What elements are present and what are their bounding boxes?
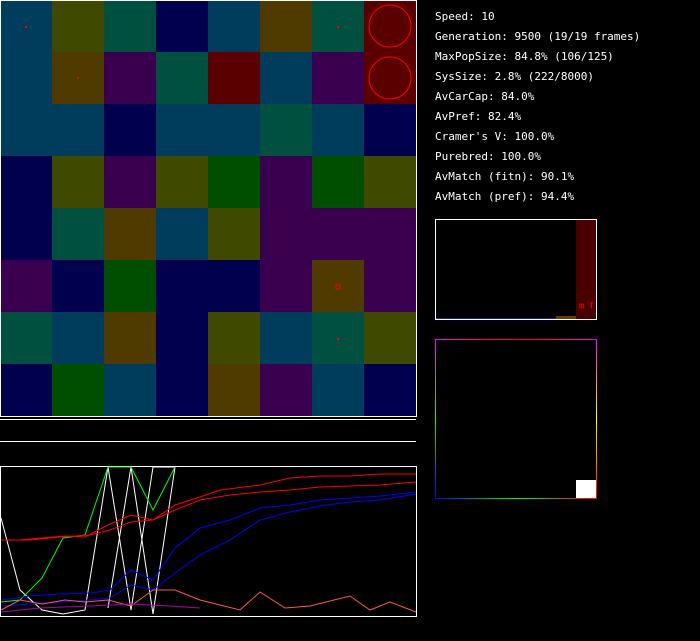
color-map-border [436,339,596,340]
grid-cell [260,260,312,312]
grid-cell [156,0,208,52]
histogram-bar [576,220,596,319]
graph-line [1,481,417,541]
stat-line: Generation: 9500 (19/19 frames) [435,30,640,43]
grid-cell [0,312,52,364]
grid-cell [364,364,416,416]
grid-cell [312,208,364,260]
grid-cell [104,364,156,416]
agent-circle [368,4,412,48]
grid-cell [260,312,312,364]
grid-cell [0,104,52,156]
histogram-label: m [579,302,584,312]
grid-cell [0,156,52,208]
agent-dot [337,338,339,340]
grid-cell [104,52,156,104]
graph-lines [0,466,417,615]
grid-cell [364,0,416,52]
grid-cell [208,312,260,364]
grid-cell [364,208,416,260]
grid-cell [208,0,260,52]
world-grid [0,0,416,416]
grid-cell [156,364,208,416]
grid-cell [104,208,156,260]
grid-cell [52,208,104,260]
history-graph [0,466,417,617]
grid-cell [156,260,208,312]
grid-cell [52,364,104,416]
stat-line: AvMatch (pref): 94.4% [435,190,574,203]
grid-cell [364,312,416,364]
grid-cell [52,0,104,52]
grid-cell [208,260,260,312]
grid-cell [312,260,364,312]
grid-cell [104,104,156,156]
agent-dot [335,284,341,290]
grid-cell [0,260,52,312]
grid-cell [156,208,208,260]
grid-cell [104,260,156,312]
grid-cell [312,52,364,104]
grid-cell [364,260,416,312]
stat-line: Speed: 10 [435,10,495,23]
grid-cell [52,312,104,364]
color-map-border [435,339,436,499]
grid-cell [156,312,208,364]
grid-cell [364,52,416,104]
grid-cell [260,52,312,104]
histogram-label: f [589,302,594,312]
agent-dot [25,26,27,28]
color-map-point [576,480,596,498]
graph-line [0,603,201,613]
agent-dot [337,26,339,28]
grid-cell [312,104,364,156]
histogram-bar [556,316,576,319]
agent-dot [77,77,79,79]
grid-cell [0,208,52,260]
grid-cell [312,156,364,208]
stat-line: AvCarCap: 84.0% [435,90,535,103]
stat-line: AvPref: 82.4% [435,110,521,123]
color-map-border [596,339,597,499]
color-map-border [436,498,596,499]
grid-cell [208,364,260,416]
stat-line: AvMatch (fitn): 90.1% [435,170,574,183]
grid-cell [0,364,52,416]
grid-cell [104,312,156,364]
grid-cell [208,52,260,104]
grid-cell [52,260,104,312]
grid-cell [156,52,208,104]
grid-cell [260,156,312,208]
grid-cell [104,156,156,208]
graph-line [0,491,417,601]
stat-line: Cramer's V: 100.0% [435,130,555,143]
grid-cell [156,156,208,208]
grid-cell [52,104,104,156]
grid-cell [260,208,312,260]
grid-cell [260,104,312,156]
grid-cell [208,208,260,260]
grid-cell [52,156,104,208]
stats-panel: Speed: 10 Generation: 9500 (19/19 frames)… [435,10,640,203]
grid-cell [104,0,156,52]
grid-cell [260,0,312,52]
grid-cell [156,104,208,156]
agent-circle [368,56,412,100]
grid-cell [364,156,416,208]
grid-border [0,0,417,417]
grid-cell [260,364,312,416]
grid-cell [312,364,364,416]
stat-line: Purebred: 100.0% [435,150,541,163]
graph-line [0,589,417,613]
grid-cell [0,52,52,104]
grid-cell [208,104,260,156]
grid-cell [208,156,260,208]
stat-line: SysSize: 2.8% (222/8000) [435,70,594,83]
graph-line [1,473,416,541]
stat-line: MaxPopSize: 84.8% (106/125) [435,50,614,63]
grid-cell [364,104,416,156]
histogram [435,219,597,320]
